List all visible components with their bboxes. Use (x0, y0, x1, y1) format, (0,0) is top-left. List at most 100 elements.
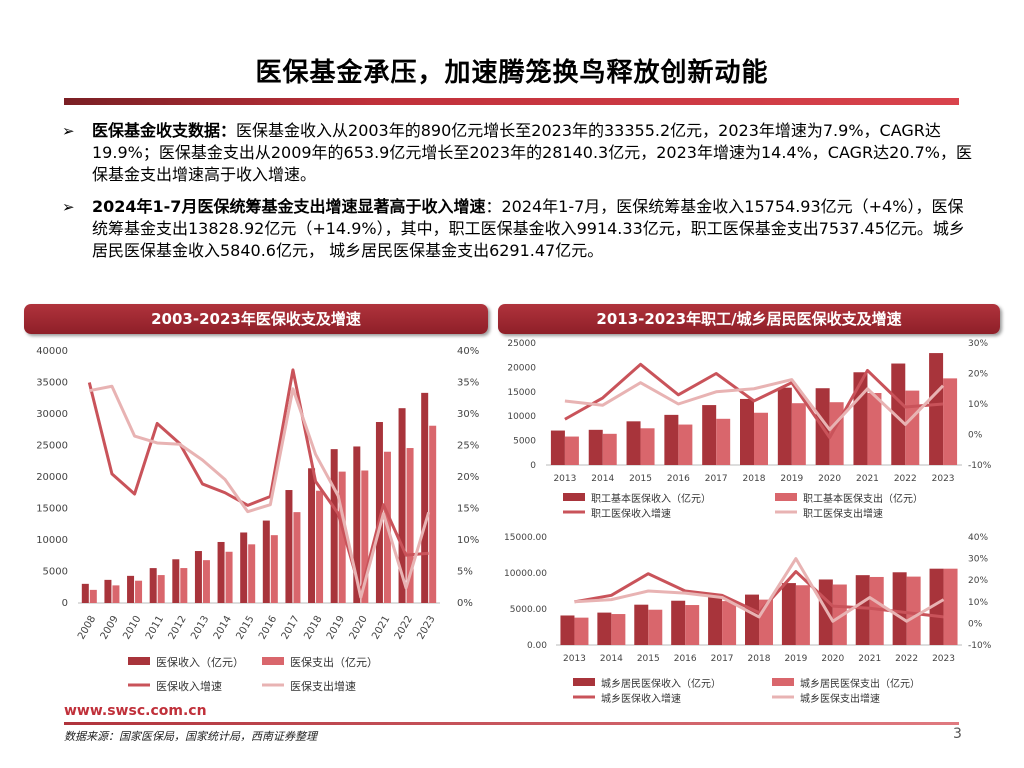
y-tick-label: 30000 (36, 409, 68, 420)
page-title: 医保基金承压，加速腾笼换鸟释放创新动能 (255, 58, 769, 88)
bar (869, 576, 884, 645)
x-tick-label: 2018 (748, 654, 771, 664)
bar (112, 585, 120, 603)
bar (149, 568, 157, 603)
y2-tick-label: 10% (968, 400, 988, 410)
bar (248, 544, 256, 603)
bar (375, 422, 383, 603)
y-tick-label: 0 (530, 461, 536, 471)
footer-divider (64, 722, 959, 725)
bar (702, 405, 717, 465)
y2-tick-label: 35% (457, 378, 479, 389)
y2-tick-label: -10% (968, 461, 992, 471)
bar (781, 583, 796, 645)
bar (671, 600, 686, 645)
legend-label: 职工基本医保收入（亿元） (591, 492, 711, 505)
series-line (574, 557, 945, 623)
legend-swatch (262, 657, 284, 665)
bar (855, 575, 870, 645)
legend-label: 医保支出增速 (290, 679, 356, 693)
bar (330, 449, 338, 603)
y2-tick-label: 30% (968, 555, 988, 565)
y-tick-label: 5000 (513, 437, 536, 447)
bar (611, 614, 626, 645)
bar (361, 470, 369, 603)
bar (421, 392, 429, 603)
x-tick-label: 2023 (415, 614, 437, 642)
y-tick-label: 15000 (507, 388, 536, 398)
x-tick-label: 2019 (780, 474, 803, 484)
bar (104, 579, 112, 603)
bar (745, 594, 759, 645)
x-tick-label: 2022 (393, 614, 415, 642)
y-tick-label: 15000.00 (504, 533, 547, 543)
legend-label: 城乡居民医保收入（亿元） (601, 677, 721, 690)
x-tick-label: 2018 (743, 474, 766, 484)
bar (853, 372, 868, 465)
x-tick-label: 2014 (600, 654, 623, 664)
bar (943, 378, 958, 465)
x-tick-label: 2011 (144, 614, 166, 642)
y2-tick-label: 20% (457, 472, 479, 483)
bar (157, 575, 165, 603)
bar (708, 596, 723, 645)
x-tick-label: 2018 (302, 614, 324, 642)
bar (777, 387, 792, 465)
x-tick-label: 2014 (212, 614, 234, 642)
bar (560, 615, 575, 645)
x-tick-label: 2016 (674, 654, 697, 664)
bullet-text: 医保基金收入从2003年的890亿元增长至2023年的33355.2亿元，202… (92, 121, 972, 184)
series-line (87, 368, 429, 594)
y-tick-label: 25000 (36, 441, 68, 452)
bar (740, 398, 754, 465)
bar (929, 353, 944, 465)
bar (316, 490, 324, 603)
bar (602, 433, 617, 465)
x-tick-label: 2017 (280, 614, 302, 642)
bar (891, 363, 906, 465)
x-tick-label: 2022 (895, 654, 918, 664)
bar (626, 421, 641, 465)
bar (634, 604, 649, 645)
y-tick-label: 0.00 (527, 641, 547, 651)
bar (664, 414, 679, 465)
y-tick-label: 5000.00 (510, 605, 547, 615)
page-number: 3 (953, 726, 962, 742)
x-tick-label: 2012 (167, 614, 189, 642)
y2-tick-label: -10% (968, 641, 992, 651)
y2-tick-label: 5% (457, 567, 473, 578)
legend-swatch (563, 493, 585, 501)
data-source: 数据来源：国家医保局，国家统计局，西南证券整理 (64, 730, 317, 743)
x-tick-label: 2023 (932, 654, 955, 664)
bar (194, 551, 202, 603)
x-tick-label: 2016 (667, 474, 690, 484)
bar (832, 584, 847, 645)
y-tick-label: 40000 (36, 346, 68, 357)
x-tick-label: 2015 (629, 474, 652, 484)
bar (293, 512, 301, 603)
x-tick-label: 2013 (189, 614, 211, 642)
legend-label: 城乡医保收入增速 (601, 692, 681, 705)
bar (678, 424, 693, 465)
x-tick-label: 2020 (348, 614, 370, 642)
x-tick-label: 2020 (821, 654, 844, 664)
arrow-bullet-icon: ➢ (62, 198, 75, 216)
y-tick-label: 10000 (507, 412, 536, 422)
footer-url[interactable]: www.swsc.com.cn (64, 703, 207, 719)
bar (597, 612, 612, 645)
x-tick-label: 2015 (637, 654, 660, 664)
bar (685, 605, 700, 645)
bar (791, 403, 806, 465)
legend-label: 医保支出（亿元） (290, 655, 378, 669)
y-tick-label: 5000 (43, 567, 68, 578)
x-tick-label: 2010 (121, 614, 143, 642)
legend-swatch (775, 493, 797, 501)
bar (270, 535, 278, 603)
bar (815, 388, 830, 465)
bar (574, 617, 589, 645)
bar (905, 390, 920, 465)
left-chart-title: 2003-2023年医保收支及增速 (24, 304, 488, 334)
series-line (564, 378, 945, 432)
y2-tick-label: 30% (457, 409, 479, 420)
x-tick-label: 2019 (325, 614, 347, 642)
